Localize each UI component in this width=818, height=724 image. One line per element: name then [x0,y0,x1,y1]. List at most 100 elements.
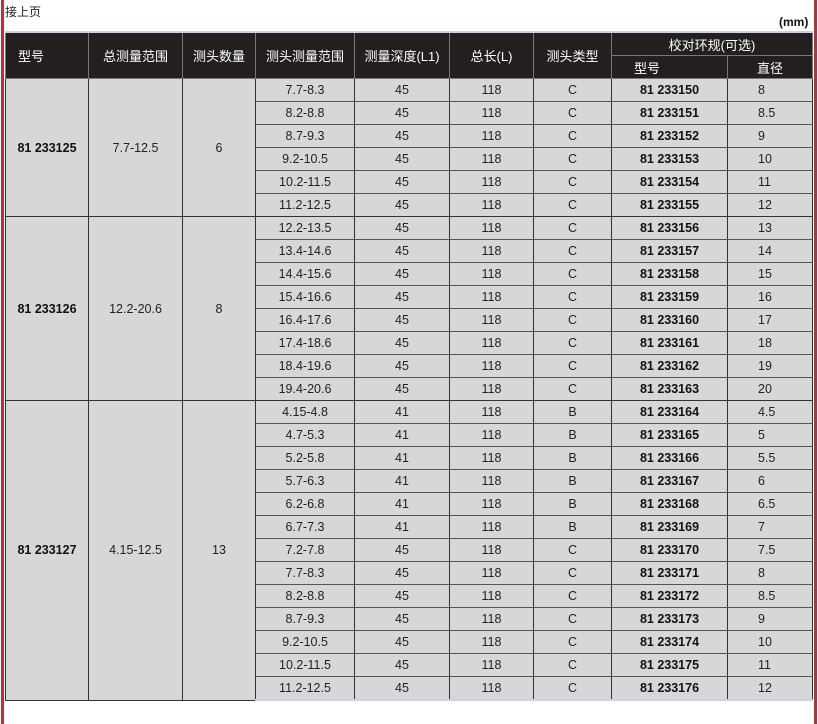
unit-label: (mm) [779,15,809,29]
cell-head-type: B [533,423,612,447]
cell-length: 118 [449,423,534,447]
cell-ring-diameter: 19 [726,354,814,378]
cell-head-range: 9.2-10.5 [255,630,355,654]
cell-ring-model: 81 233168 [611,492,728,516]
cell-length: 118 [449,354,534,378]
cell-ring-model: 81 233150 [611,78,728,102]
table-row: 8.7-9.3 45 118 C 81 233152 9 [6,124,814,148]
cell-head-type: C [533,584,612,608]
cell-depth: 45 [354,561,450,585]
table-row: 19.4-20.6 45 118 C 81 233163 20 [6,377,814,401]
cell-head-range: 5.2-5.8 [255,446,355,470]
cell-head-type: B [533,400,612,424]
cell-head-range: 7.2-7.8 [255,538,355,562]
cell-ring-model: 81 233161 [611,331,728,355]
cell-length: 118 [449,124,534,148]
cell-ring-diameter: 12 [726,676,814,701]
cell-head-range: 7.7-8.3 [255,78,355,102]
cell-depth: 45 [354,170,450,194]
cell-head-type: B [533,446,612,470]
cell-ring-diameter: 11 [726,170,814,194]
cell-length: 118 [449,676,534,701]
cell-head-type: C [533,607,612,631]
cell-ring-diameter: 16 [726,285,814,309]
cell-depth: 45 [354,653,450,677]
header-depth: 测量深度(L1) [354,31,450,79]
left-border [1,0,4,724]
cell-head-type: C [533,170,612,194]
cell-ring-diameter: 10 [726,630,814,654]
cell-depth: 41 [354,492,450,516]
cell-depth: 45 [354,331,450,355]
cell-ring-diameter: 11 [726,653,814,677]
table-row: 5.2-5.8 41 118 B 81 233166 5.5 [6,446,814,470]
cell-ring-diameter: 13 [726,216,814,240]
table-row: 81 233127 4.15-12.5 13 4.15-4.8 41 118 B 81 233… [5,400,814,701]
cell-head-range: 18.4-19.6 [255,354,355,378]
cell-ring-diameter: 9 [726,124,814,148]
cell-head-type: C [533,239,612,263]
header-head-range: 测头测量范围 [255,31,355,79]
cell-head-type: C [533,354,612,378]
cell-length: 118 [449,239,534,263]
cell-ring-diameter: 8.5 [726,584,814,608]
cell-depth: 45 [354,216,450,240]
cell-length: 118 [449,377,534,401]
cell-depth: 45 [354,630,450,654]
cell-head-range: 9.2-10.5 [255,147,355,171]
cell-head-range: 8.2-8.8 [255,101,355,125]
cell-length: 118 [449,630,534,654]
cell-length: 118 [449,561,534,585]
cell-length: 118 [449,653,534,677]
cell-ring-model: 81 233171 [611,561,728,585]
cell-head-range: 5.7-6.3 [255,469,355,493]
cell-head-range: 16.4-17.6 [255,308,355,332]
cell-head-range: 15.4-16.6 [255,285,355,309]
cell-depth: 45 [354,308,450,332]
cell-ring-model: 81 233160 [611,308,728,332]
cell-ring-model: 81 233166 [611,446,728,470]
cell-head-count: 13 [182,400,256,701]
cell-ring-diameter: 6 [726,469,814,493]
cell-length: 118 [449,515,534,539]
cell-head-range: 6.7-7.3 [255,515,355,539]
cell-head-range: 8.7-9.3 [255,124,355,148]
cell-length: 118 [449,400,534,424]
cell-head-range: 11.2-12.5 [255,193,355,217]
header-head-count: 测头数量 [182,31,256,79]
table-body: 81 233125 7.7-12.5 6 7.7-8.3 45 118 C 81 233150… [5,78,814,701]
cell-ring-diameter: 12 [726,193,814,217]
cell-ring-model: 81 233154 [611,170,728,194]
cell-ring-diameter: 8.5 [726,101,814,125]
cell-ring-model: 81 233172 [611,584,728,608]
cell-total-range: 12.2-20.6 [88,216,183,401]
cell-depth: 41 [354,469,450,493]
cell-depth: 41 [354,515,450,539]
cell-depth: 45 [354,124,450,148]
cell-length: 118 [449,147,534,171]
cell-ring-diameter: 18 [726,331,814,355]
cell-depth: 41 [354,400,450,424]
cell-head-range: 7.7-8.3 [255,561,355,585]
cell-length: 118 [449,469,534,493]
cell-ring-diameter: 5 [726,423,814,447]
table-row: 7.7-8.3 45 118 C 81 233171 8 [6,561,814,585]
table-row: 16.4-17.6 45 118 C 81 233160 17 [6,308,814,332]
header-ring-group: 校对环规(可选) [610,31,814,56]
cell-ring-diameter: 10 [726,147,814,171]
cell-ring-diameter: 7 [726,515,814,539]
table-header: 型号 总测量范围 测头数量 测头测量范围 测量深度(L1) 总长(L) 测头类型… [5,31,814,79]
cell-ring-diameter: 8 [726,561,814,585]
cell-depth: 45 [354,354,450,378]
cell-head-type: B [533,469,612,493]
cell-head-count: 6 [182,78,256,217]
cell-head-range: 8.7-9.3 [255,607,355,631]
cell-length: 118 [449,492,534,516]
cell-head-range: 10.2-11.5 [255,653,355,677]
cell-ring-model: 81 233170 [611,538,728,562]
table-row: 8.2-8.8 45 118 C 81 233151 8.5 [6,101,814,125]
table-row: 11.2-12.5 45 118 C 81 233176 12 [6,676,814,701]
cell-ring-model: 81 233174 [611,630,728,654]
table-row: 10.2-11.5 45 118 C 81 233154 11 [6,170,814,194]
cell-depth: 45 [354,193,450,217]
